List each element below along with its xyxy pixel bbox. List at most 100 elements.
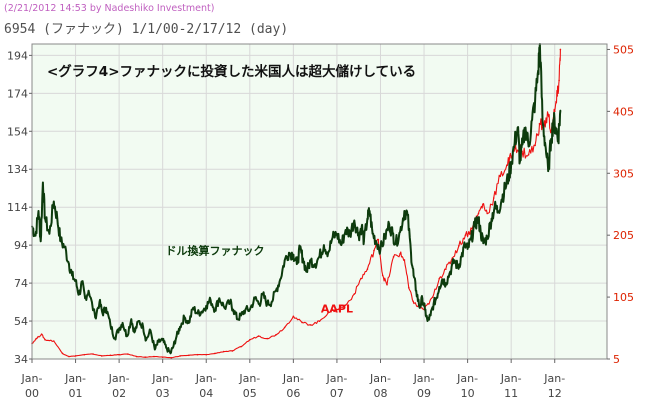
data-point-aapl <box>366 268 369 271</box>
chart-title: <グラフ4>ファナックに投資した米国人は超大儲けしている <box>47 63 416 80</box>
y-left-tick-label: 74 <box>14 277 28 290</box>
data-point-fanuc <box>240 314 242 317</box>
data-point-fanuc <box>479 231 482 233</box>
x-tick-label-year: 08 <box>373 387 387 400</box>
data-point-fanuc <box>299 248 301 250</box>
data-point-fanuc <box>331 236 334 239</box>
data-point-fanuc <box>360 225 363 227</box>
series-layer <box>31 43 562 359</box>
data-point-fanuc <box>424 308 426 311</box>
x-tick-label-year: 03 <box>156 387 170 400</box>
data-point-fanuc <box>236 318 239 320</box>
data-point-aapl <box>153 355 155 358</box>
data-point-fanuc <box>314 263 316 265</box>
data-point-aapl <box>510 156 512 159</box>
data-point-fanuc <box>68 263 70 265</box>
data-point-aapl <box>427 303 430 305</box>
x-tick-label-month: Jan- <box>151 372 173 385</box>
x-tick-label-month: Jan- <box>21 372 43 385</box>
data-point-fanuc <box>318 255 321 258</box>
data-point-fanuc <box>188 322 190 324</box>
data-point-aapl <box>553 110 556 113</box>
data-point-fanuc <box>78 293 80 296</box>
data-point-fanuc <box>394 242 397 245</box>
data-point-fanuc <box>126 335 128 338</box>
data-point-fanuc <box>470 238 472 241</box>
data-point-fanuc <box>232 308 235 311</box>
data-point-fanuc <box>388 223 390 226</box>
y-right-tick-label: 5 <box>613 353 620 366</box>
data-point-fanuc <box>327 251 330 254</box>
data-point-fanuc <box>421 297 424 300</box>
x-tick-label-month: Jan- <box>369 372 391 385</box>
data-point-aapl <box>327 311 330 314</box>
data-point-fanuc <box>403 210 406 212</box>
data-point-fanuc <box>37 210 40 212</box>
data-point-aapl <box>386 283 388 286</box>
data-point-aapl <box>100 355 103 357</box>
data-point-fanuc <box>84 297 86 300</box>
data-point-fanuc <box>323 244 325 246</box>
data-point-fanuc <box>363 240 365 243</box>
data-point-fanuc <box>218 297 221 300</box>
data-point-fanuc <box>44 217 46 220</box>
data-point-fanuc <box>105 306 107 309</box>
data-point-aapl <box>188 354 190 357</box>
data-point-aapl <box>144 356 147 358</box>
data-point-aapl <box>381 274 384 277</box>
x-tick-label-month: Jan- <box>195 372 217 385</box>
data-point-aapl <box>275 334 277 336</box>
data-point-fanuc <box>179 325 181 328</box>
data-point-fanuc <box>464 244 466 246</box>
x-tick-label-year: 00 <box>25 387 39 400</box>
data-point-fanuc <box>172 344 175 347</box>
data-point-aapl <box>61 352 64 355</box>
x-tick-label-month: Jan- <box>325 372 347 385</box>
data-point-fanuc <box>81 282 83 284</box>
data-point-fanuc <box>344 229 347 231</box>
data-point-fanuc <box>412 274 415 277</box>
data-point-fanuc <box>453 259 456 262</box>
data-point-fanuc <box>113 337 116 339</box>
data-point-aapl <box>83 353 86 356</box>
data-point-fanuc <box>375 240 377 243</box>
data-point-aapl <box>301 321 303 324</box>
data-point-aapl <box>196 353 199 356</box>
data-point-aapl <box>283 326 286 329</box>
data-point-aapl <box>506 164 508 167</box>
data-point-aapl <box>231 350 234 352</box>
data-point-fanuc <box>302 257 304 260</box>
data-point-fanuc <box>201 310 203 313</box>
data-point-fanuc <box>183 316 186 319</box>
series-label-fanuc: ドル換算ファナック <box>165 244 264 258</box>
data-point-aapl <box>240 345 242 348</box>
data-point-aapl <box>464 234 467 236</box>
data-point-fanuc <box>399 231 401 233</box>
data-point-fanuc <box>305 270 308 273</box>
data-point-fanuc <box>288 251 290 254</box>
data-point-fanuc <box>196 312 199 315</box>
data-point-fanuc <box>507 176 510 178</box>
data-point-fanuc <box>165 346 167 349</box>
data-point-fanuc <box>449 270 451 273</box>
data-point-fanuc <box>214 308 216 311</box>
data-point-fanuc <box>336 232 338 235</box>
data-point-fanuc <box>258 303 261 305</box>
x-tick-label-year: 12 <box>548 387 562 400</box>
data-point-fanuc <box>544 141 546 144</box>
data-point-fanuc <box>130 318 133 320</box>
data-point-fanuc <box>279 278 282 281</box>
data-point-fanuc <box>74 280 77 282</box>
data-point-fanuc <box>477 217 479 220</box>
data-point-aapl <box>336 308 338 311</box>
x-tick-label-month: Jan- <box>282 372 304 385</box>
data-point-fanuc <box>541 119 544 121</box>
x-tick-label-month: Jan- <box>543 372 565 385</box>
data-point-fanuc <box>519 160 521 163</box>
data-point-fanuc <box>438 286 441 288</box>
x-tick-label-month: Jan- <box>456 372 478 385</box>
data-point-fanuc <box>406 213 409 216</box>
data-point-aapl <box>360 277 362 280</box>
data-point-fanuc <box>490 217 493 220</box>
